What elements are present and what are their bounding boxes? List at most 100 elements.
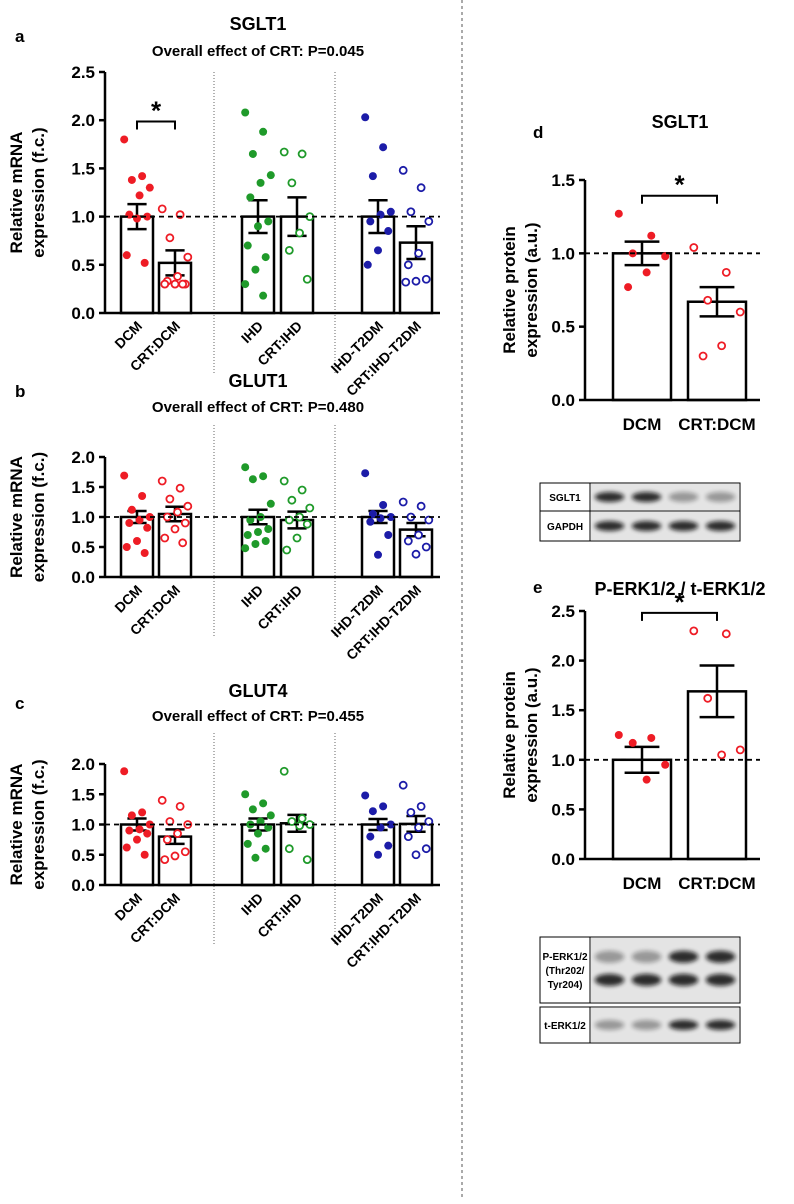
data-point bbox=[361, 791, 370, 800]
panel-label: a bbox=[15, 27, 25, 46]
data-point bbox=[386, 513, 395, 521]
y-tick-label: 1.0 bbox=[71, 816, 95, 835]
blot-band bbox=[594, 950, 625, 963]
data-point bbox=[414, 530, 423, 540]
x-tick-label: DCM bbox=[111, 318, 145, 352]
data-point bbox=[624, 283, 633, 292]
data-point bbox=[120, 135, 129, 144]
y-tick-label: 1.5 bbox=[71, 785, 95, 804]
chart-subtitle: Overall effect of CRT: P=0.455 bbox=[152, 708, 364, 725]
blot-band bbox=[705, 1020, 736, 1030]
data-point bbox=[703, 693, 713, 703]
data-point bbox=[424, 515, 434, 525]
data-point bbox=[246, 193, 255, 202]
data-point bbox=[374, 850, 382, 859]
data-point bbox=[361, 113, 370, 122]
data-point bbox=[379, 501, 388, 509]
data-point bbox=[133, 835, 141, 844]
data-point bbox=[256, 817, 265, 826]
data-point bbox=[248, 149, 257, 158]
data-point bbox=[157, 204, 167, 214]
data-point bbox=[384, 841, 393, 850]
x-tick-label: CRT:DCM bbox=[678, 874, 755, 893]
data-point bbox=[661, 252, 670, 261]
data-point bbox=[384, 531, 393, 539]
y-tick-label: 0.5 bbox=[71, 256, 95, 275]
data-point bbox=[376, 823, 385, 832]
blot-label: SGLT1 bbox=[549, 493, 581, 504]
data-point bbox=[287, 817, 297, 826]
data-point bbox=[266, 811, 275, 820]
y-tick-label: 0.0 bbox=[71, 568, 95, 587]
y-axis-label: Relative mRNA bbox=[7, 132, 26, 254]
x-tick-label: DCM bbox=[623, 874, 662, 893]
y-tick-label: 0.5 bbox=[551, 800, 575, 819]
blot-band bbox=[594, 492, 625, 502]
data-point bbox=[241, 544, 250, 553]
data-point bbox=[379, 143, 388, 152]
data-point bbox=[133, 537, 141, 545]
y-tick-label: 0.0 bbox=[551, 391, 575, 410]
y-tick-label: 1.5 bbox=[71, 478, 95, 497]
significance-bracket bbox=[641, 611, 718, 621]
data-point bbox=[170, 279, 180, 289]
data-point bbox=[735, 307, 745, 317]
data-point bbox=[251, 540, 260, 548]
data-point bbox=[261, 253, 270, 262]
data-point bbox=[175, 801, 185, 811]
data-point bbox=[266, 499, 275, 508]
data-point bbox=[266, 171, 275, 180]
data-point bbox=[416, 801, 426, 811]
data-point bbox=[421, 542, 431, 552]
x-tick-label: IHD bbox=[238, 890, 266, 918]
data-point bbox=[302, 855, 312, 864]
data-point bbox=[366, 517, 375, 526]
data-point bbox=[279, 147, 289, 157]
data-point bbox=[173, 271, 182, 281]
y-axis-label: expression (a.u.) bbox=[522, 667, 541, 802]
data-point bbox=[416, 501, 426, 511]
data-point bbox=[140, 850, 149, 859]
y-axis-label: expression (f.c.) bbox=[29, 452, 48, 582]
y-axis-label: Relative mRNA bbox=[7, 764, 26, 886]
blot-label: t-ERK1/2 bbox=[544, 1021, 586, 1032]
y-tick-label: 0.0 bbox=[551, 850, 575, 869]
data-point bbox=[246, 516, 255, 524]
data-point bbox=[287, 495, 297, 505]
data-point bbox=[424, 817, 434, 826]
data-point bbox=[127, 175, 136, 184]
data-point bbox=[122, 843, 131, 852]
blot-band bbox=[631, 950, 662, 963]
data-point bbox=[173, 507, 182, 517]
chart-title: GLUT4 bbox=[228, 681, 287, 701]
y-tick-label: 2.5 bbox=[551, 602, 575, 621]
data-point bbox=[183, 252, 193, 262]
data-point bbox=[157, 476, 167, 486]
data-point bbox=[414, 248, 423, 258]
y-tick-label: 1.0 bbox=[71, 508, 95, 527]
data-point bbox=[717, 341, 727, 351]
data-point bbox=[170, 851, 180, 861]
significance-bracket bbox=[136, 120, 176, 130]
blot-band bbox=[668, 950, 699, 963]
data-point bbox=[403, 832, 413, 841]
data-point bbox=[256, 178, 265, 187]
data-point bbox=[403, 536, 413, 546]
blot-label: GAPDH bbox=[547, 522, 583, 533]
blot-label: Tyr204) bbox=[548, 980, 583, 991]
data-point bbox=[140, 258, 149, 267]
data-point bbox=[735, 745, 745, 755]
data-point bbox=[122, 251, 131, 260]
data-point bbox=[178, 538, 188, 548]
data-point bbox=[145, 183, 154, 192]
data-point bbox=[661, 760, 670, 769]
data-point bbox=[180, 518, 190, 528]
blot-image bbox=[591, 938, 739, 1002]
y-tick-label: 1.0 bbox=[551, 751, 575, 770]
chart-subtitle: Overall effect of CRT: P=0.045 bbox=[152, 43, 364, 60]
x-tick-label: IHD bbox=[238, 582, 266, 610]
blot-band bbox=[705, 950, 736, 963]
data-point bbox=[251, 853, 260, 862]
significance-label: * bbox=[674, 170, 685, 200]
data-point bbox=[689, 626, 699, 636]
